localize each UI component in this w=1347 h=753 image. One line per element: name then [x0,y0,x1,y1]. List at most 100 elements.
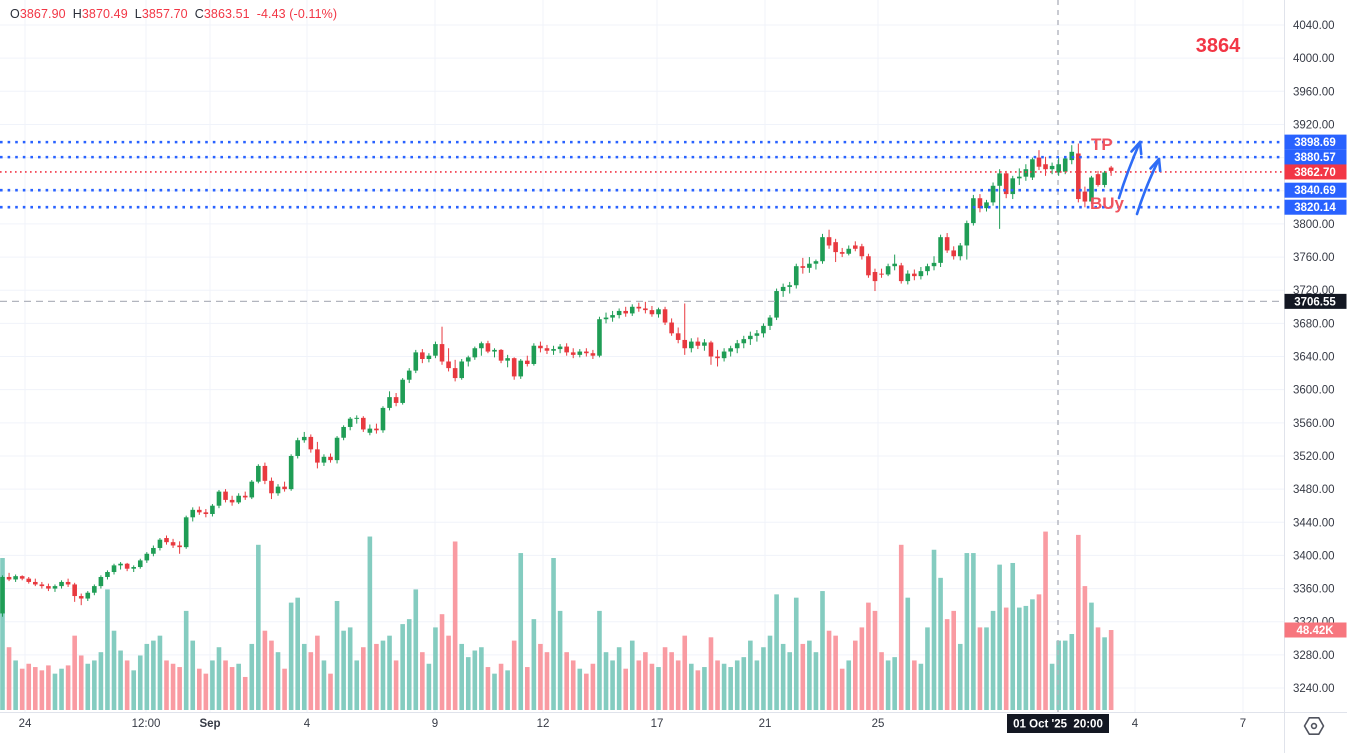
price-tick-label: 3480.00 [1293,484,1335,496]
candle-body [223,491,228,500]
candle-body [387,397,392,408]
candle-body [65,581,71,585]
candle-body [472,348,478,358]
candle-body [767,317,773,326]
ohlc-legend: O3867.90 H3870.49 L3857.70 C3863.51 -4.43 (-… [10,6,344,22]
candle-body [525,360,530,364]
candle-body [656,309,661,315]
candle-body [662,309,668,323]
candle-body [531,345,537,364]
candle-body [853,245,858,249]
candle-body [308,436,314,450]
volume-bar [295,597,300,710]
volume-bar [315,635,320,710]
volume-bar [347,627,353,710]
candle-body [334,437,340,461]
candle-body [1089,177,1094,202]
candle-body [898,265,904,282]
volume-bar [367,536,373,710]
price-tick-label: 3560.00 [1293,418,1335,430]
candle-body [374,428,379,431]
candle-body [649,310,655,315]
axis-settings-gear-icon[interactable] [1303,716,1325,736]
candle-body [787,285,792,287]
candle-body [269,480,274,494]
volume-bar [833,635,838,710]
drawn-arrow-head[interactable] [1149,157,1162,173]
candle-body [19,576,25,579]
volume-bar [131,670,136,710]
level-price-badge [1284,199,1347,215]
volume-bar [748,640,753,710]
candle-body [951,250,956,257]
candle-body [813,261,819,264]
volume-bar [951,610,956,710]
drawn-arrow[interactable] [1117,140,1142,200]
volume-bar [1095,627,1101,710]
volume-bar [157,635,163,710]
candle-body [1056,164,1061,173]
volume-bar [124,660,130,710]
candle-body [675,333,681,340]
volume-bar [649,663,655,710]
volume-bar [813,652,819,710]
candle-body [885,266,891,275]
volume-bar [426,663,432,710]
open-value: 3867.90 [19,7,66,21]
volume-bar [144,643,150,710]
volume-bar [511,640,517,710]
buy-annotation[interactable]: BUy [1090,194,1125,213]
candle-body [800,266,806,268]
volume-bar [964,553,970,710]
candle-body [538,345,543,349]
candle-body [570,352,576,355]
candle-body [918,271,924,277]
candle-body [6,576,12,580]
volume-bar [177,667,182,710]
volume-bar [689,663,694,710]
volume-bar [1043,531,1048,710]
volume-bar [643,652,648,710]
candle-body [157,539,163,548]
price-note-annotation[interactable]: 3864 [1195,35,1241,57]
volume-bar [446,635,451,710]
candle-body [111,565,117,573]
volume-bar [98,652,104,710]
candle-body [151,547,156,554]
volume-bar [328,673,333,710]
price-tick-label: 3760.00 [1293,252,1335,264]
candle-body [708,342,714,357]
volume-bar [518,553,524,710]
candle-body [780,286,786,292]
level-price-badge-text: 3840.69 [1294,185,1336,197]
close-value: 3863.51 [203,7,250,21]
volume-bar [479,647,484,710]
time-tick-label: Sep [199,718,220,730]
gear-center-dot [1310,722,1318,730]
candle-body [597,319,602,356]
candle-body [872,271,878,282]
volume-bar [853,640,858,710]
volume-bar [715,660,720,710]
drawn-arrow[interactable] [1135,157,1161,216]
candle-body [183,517,189,548]
tp-annotation[interactable]: TP [1091,135,1113,154]
candle-body [557,346,563,350]
candle-body [13,576,18,580]
volume-bar [1030,599,1035,710]
volume-bar [531,619,537,710]
drawn-arrow-head[interactable] [1130,140,1143,156]
volume-bar [1023,605,1029,710]
candle-body [452,368,458,379]
price-tick-label: 3920.00 [1293,119,1335,131]
candle-body [354,417,360,419]
candle-body [492,349,497,352]
candle-body [190,509,196,518]
volume-bar [1017,607,1022,710]
level-price-badge-text: 3820.14 [1294,202,1336,214]
volume-bar [682,635,688,710]
volume-bar [1056,640,1061,710]
volume-bar [380,640,386,710]
volume-bar [334,600,340,710]
